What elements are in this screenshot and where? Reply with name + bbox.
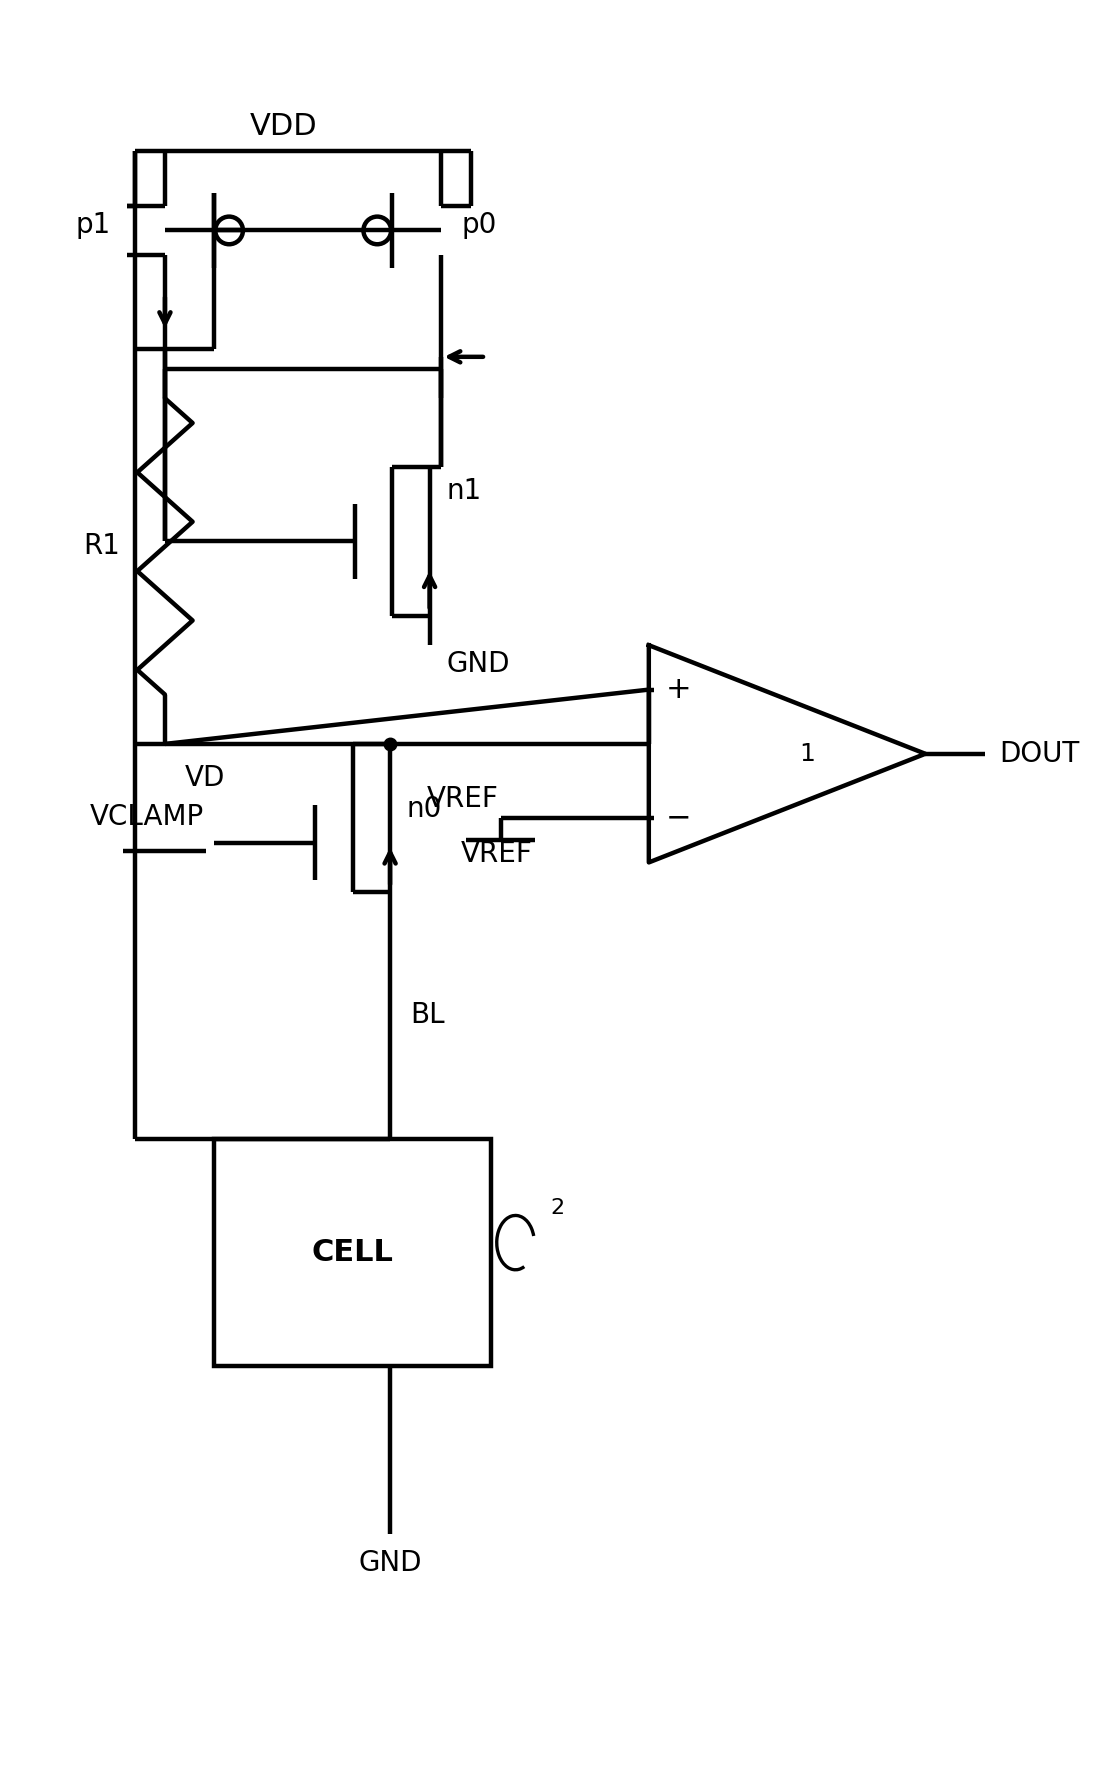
Text: 2: 2 [550, 1197, 564, 1219]
Text: n0: n0 [407, 796, 442, 823]
Text: 1: 1 [799, 742, 814, 765]
Text: CELL: CELL [311, 1238, 393, 1267]
Bar [214, 1140, 491, 1366]
Text: R1: R1 [83, 532, 120, 561]
Text: p0: p0 [461, 211, 497, 240]
Text: GND: GND [447, 650, 510, 677]
Text: +: + [665, 676, 691, 704]
Text: −: − [665, 803, 691, 833]
Text: VREF: VREF [460, 840, 532, 867]
Text: DOUT: DOUT [1000, 740, 1080, 767]
Text: n1: n1 [447, 477, 482, 505]
Text: VCLAMP: VCLAMP [90, 803, 204, 831]
Text: VDD: VDD [250, 113, 318, 142]
Text: GND: GND [359, 1548, 422, 1577]
Text: VREF: VREF [427, 785, 499, 814]
Text: VD: VD [184, 763, 226, 792]
Text: BL: BL [410, 1002, 444, 1029]
Text: p1: p1 [76, 211, 111, 240]
